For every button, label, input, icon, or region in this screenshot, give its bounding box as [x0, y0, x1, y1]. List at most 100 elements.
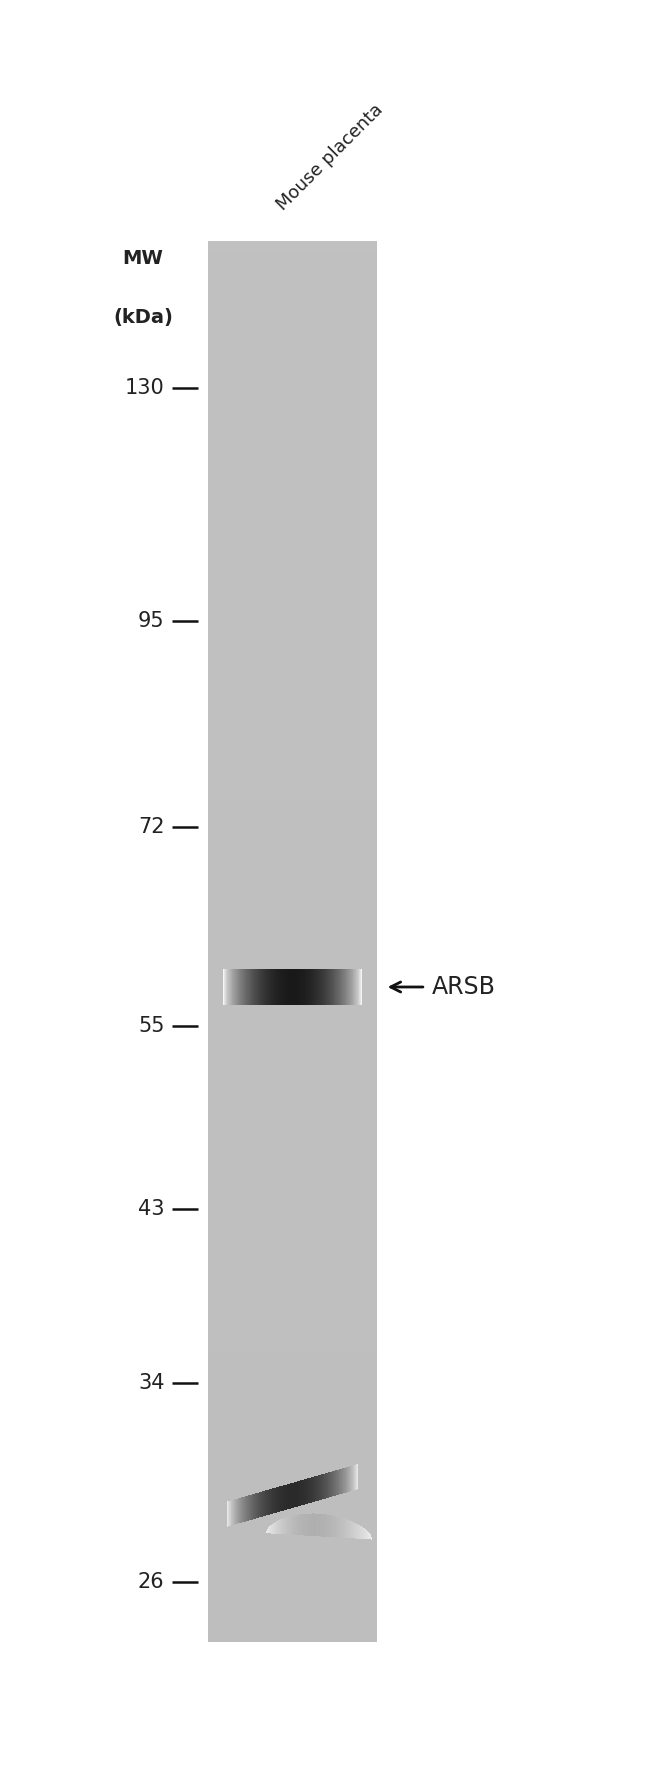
Bar [208, 876, 377, 880]
Bar [208, 666, 377, 671]
Bar [208, 1039, 377, 1044]
Bar [208, 848, 377, 853]
Bar [369, 1533, 370, 1539]
Bar [208, 437, 377, 443]
Bar [208, 923, 377, 928]
Bar [208, 1217, 377, 1221]
Bar [208, 900, 377, 905]
Bar [208, 1053, 377, 1059]
Bar [208, 1605, 377, 1610]
Bar [208, 1558, 377, 1564]
Bar [208, 1110, 377, 1114]
Bar [208, 1498, 377, 1501]
Bar [356, 1524, 357, 1539]
Bar [208, 1474, 377, 1478]
Bar [208, 1440, 377, 1446]
Bar [208, 1357, 377, 1362]
Bar [208, 885, 377, 891]
Bar [208, 784, 377, 787]
Bar [208, 1324, 377, 1330]
Bar [208, 443, 377, 446]
Bar [370, 1535, 371, 1539]
Bar [272, 1523, 273, 1533]
Bar [208, 1633, 377, 1637]
Bar [208, 975, 377, 978]
Bar [208, 1007, 377, 1012]
Bar [208, 1021, 377, 1026]
Bar [208, 334, 377, 339]
Bar [208, 1278, 377, 1283]
Bar [208, 1503, 377, 1507]
Bar [208, 735, 377, 741]
Bar [322, 1514, 323, 1537]
Bar [271, 1524, 272, 1533]
Bar [208, 1310, 377, 1316]
Bar [208, 1576, 377, 1582]
Bar [208, 382, 377, 386]
Bar [208, 960, 377, 966]
Bar [345, 1519, 346, 1539]
Text: 55: 55 [138, 1016, 164, 1037]
Bar [208, 1133, 377, 1137]
Bar [208, 512, 377, 516]
Bar [208, 316, 377, 320]
Bar [208, 1428, 377, 1432]
Bar [208, 1507, 377, 1512]
Bar [208, 857, 377, 862]
Bar [208, 917, 377, 923]
Bar [269, 1526, 270, 1533]
Bar [208, 610, 377, 614]
Bar [208, 755, 377, 759]
Bar [208, 796, 377, 801]
Bar [208, 1114, 377, 1119]
Bar [278, 1521, 279, 1533]
Bar [208, 839, 377, 844]
Bar [208, 250, 377, 255]
Bar [310, 1514, 311, 1535]
Bar [208, 625, 377, 628]
Bar [208, 1212, 377, 1217]
Bar [208, 484, 377, 489]
Bar [317, 1514, 318, 1537]
Bar [334, 1515, 335, 1537]
Bar [295, 1515, 296, 1535]
Bar [208, 311, 377, 316]
Bar [208, 1157, 377, 1160]
Bar [208, 1050, 377, 1053]
Bar [367, 1532, 368, 1539]
Bar [208, 1258, 377, 1264]
Text: 26: 26 [138, 1573, 164, 1592]
Bar [208, 1455, 377, 1460]
Bar [208, 452, 377, 455]
Bar [208, 287, 377, 293]
Bar [208, 1160, 377, 1166]
Bar [208, 1553, 377, 1558]
Bar [208, 819, 377, 825]
Bar [208, 1539, 377, 1544]
Bar [208, 478, 377, 484]
Bar [208, 573, 377, 577]
Bar [208, 1105, 377, 1110]
Bar [335, 1515, 337, 1537]
Bar [344, 1519, 345, 1539]
Bar [208, 871, 377, 876]
Bar [306, 1514, 307, 1535]
Bar [208, 880, 377, 885]
Bar [208, 550, 377, 553]
Bar [208, 1026, 377, 1030]
Bar [208, 709, 377, 712]
Bar [349, 1521, 350, 1539]
Bar [208, 643, 377, 648]
Bar [208, 862, 377, 868]
Bar [208, 1380, 377, 1385]
Bar [208, 1198, 377, 1203]
Bar [341, 1517, 342, 1537]
Bar [208, 998, 377, 1003]
Bar [347, 1519, 348, 1539]
Bar [208, 942, 377, 946]
Bar [208, 1064, 377, 1067]
Bar [208, 1628, 377, 1633]
Bar [208, 1590, 377, 1596]
Bar [208, 1599, 377, 1605]
Text: 34: 34 [138, 1373, 164, 1394]
